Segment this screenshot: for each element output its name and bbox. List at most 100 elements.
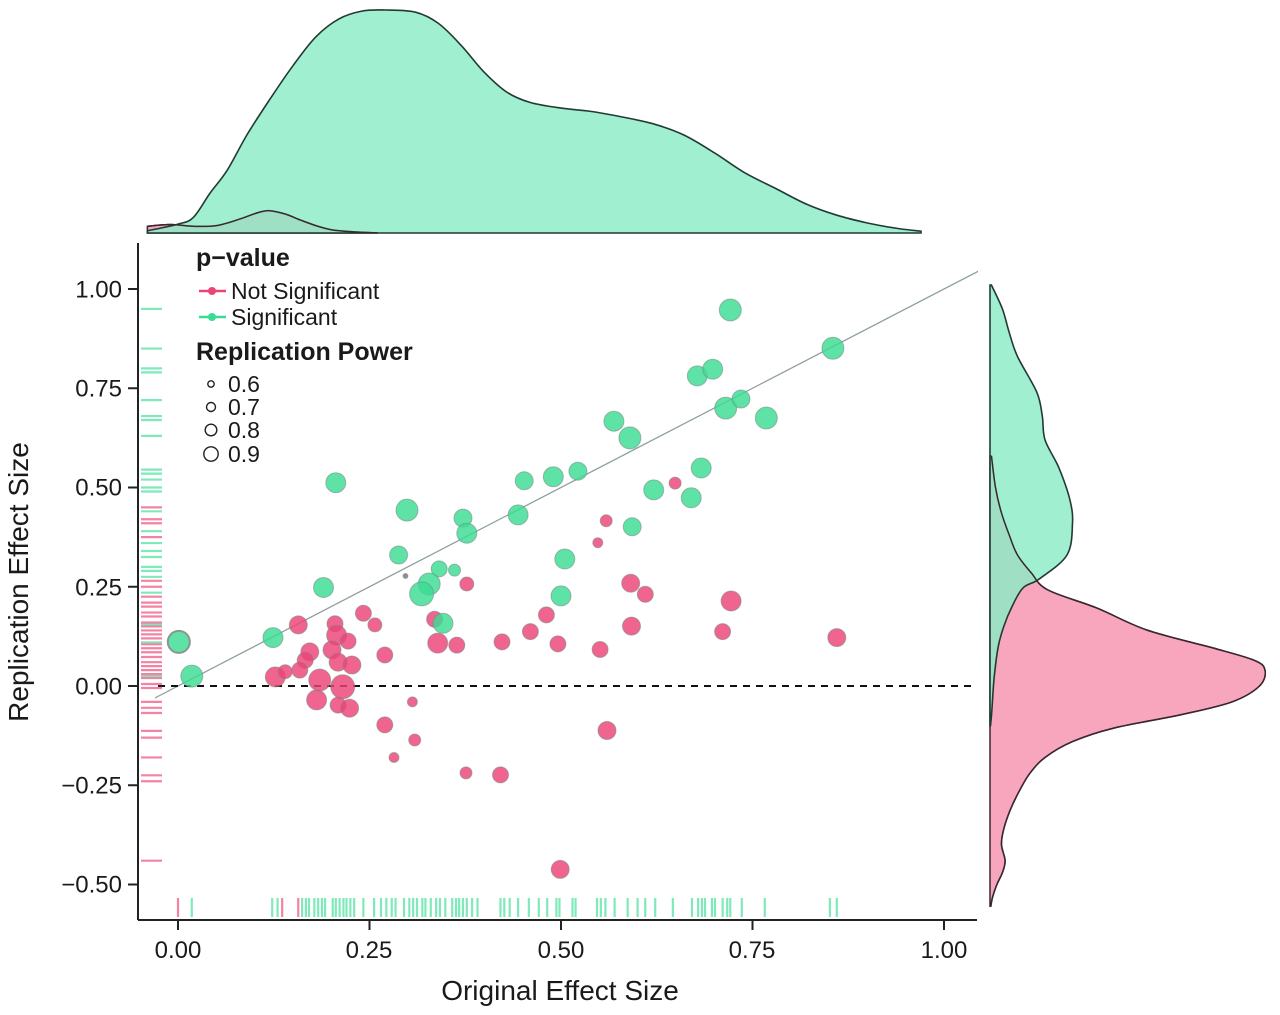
data-point: [432, 612, 454, 634]
y-tick-label: 0.50: [75, 474, 122, 501]
data-point: [448, 563, 461, 577]
data-point: [554, 548, 576, 570]
size-key-0.6-icon: [207, 380, 215, 388]
data-point: [376, 716, 394, 734]
data-point: [277, 664, 293, 680]
scatter-points: [166, 298, 847, 879]
data-point: [514, 471, 534, 491]
data-point: [427, 632, 449, 654]
data-point: [720, 590, 742, 612]
data-point: [542, 466, 564, 488]
y-tick-label: 0.00: [75, 673, 122, 700]
data-point: [618, 426, 642, 450]
data-point: [702, 358, 724, 380]
legend-size: Replication Power 0.6 0.7 0.8 0.9: [196, 338, 413, 467]
right-density-significant: [989, 284, 1074, 727]
data-point: [621, 573, 641, 593]
y-tick-label: −0.50: [61, 871, 122, 898]
data-point: [166, 629, 191, 654]
data-point: [408, 733, 422, 747]
x-tick-label: 0.00: [155, 937, 202, 964]
data-point: [456, 522, 478, 544]
data-point: [262, 627, 284, 649]
y-tick-label: 0.75: [75, 375, 122, 402]
data-point: [636, 585, 654, 603]
x-tick-label: 0.50: [538, 937, 585, 964]
x-tick-marks: [177, 920, 945, 930]
x-axis: 0.00 0.25 0.50 0.75 1.00 Original Effect…: [138, 919, 977, 1006]
y-axis-title: Replication Effect Size: [3, 442, 34, 722]
data-point: [550, 859, 570, 879]
data-point: [339, 632, 357, 650]
data-point: [367, 617, 383, 633]
data-point: [592, 537, 604, 549]
data-point: [731, 389, 751, 409]
data-point: [308, 668, 332, 692]
data-point: [622, 616, 641, 636]
data-point: [537, 606, 555, 624]
main-panel: [141, 270, 978, 917]
left-rug: [141, 307, 162, 862]
data-point: [690, 457, 712, 479]
data-point: [430, 560, 448, 578]
data-point: [325, 472, 347, 494]
data-point: [821, 336, 845, 360]
data-point: [549, 635, 567, 653]
data-point: [714, 396, 738, 420]
data-point: [342, 655, 362, 675]
size-key-0.8-icon: [204, 423, 218, 437]
legend-key-significant-icon: [199, 313, 226, 321]
data-point: [313, 577, 334, 598]
legend-size-title: Replication Power: [196, 338, 413, 366]
data-point: [521, 623, 539, 641]
bottom-rug: [176, 898, 838, 917]
data-point: [376, 646, 394, 664]
right-density-panel: [989, 284, 1267, 908]
x-tick-label: 1.00: [921, 937, 968, 964]
data-point: [714, 623, 732, 641]
data-point: [354, 604, 372, 622]
data-point: [754, 406, 778, 430]
legend-pvalue: p−value Not Significant Significant: [196, 244, 380, 330]
y-tick-marks: [128, 288, 138, 886]
data-point: [568, 461, 588, 481]
data-point: [680, 487, 702, 509]
x-axis-title: Original Effect Size: [441, 975, 679, 1006]
data-point: [291, 661, 309, 679]
legend-label-not-significant: Not Significant: [231, 278, 380, 304]
data-point: [306, 689, 328, 711]
data-point: [599, 514, 613, 528]
size-label-0.9: 0.9: [228, 441, 260, 467]
data-point: [507, 504, 529, 526]
data-point: [340, 698, 360, 718]
data-point: [389, 545, 409, 565]
data-point: [448, 636, 466, 654]
data-point: [406, 696, 418, 708]
data-point: [550, 585, 572, 607]
y-axis: 1.00 0.75 0.50 0.25 0.00 −0.25 −0.50 Rep…: [3, 243, 139, 920]
size-key-0.7-icon: [205, 401, 217, 413]
size-label-0.8: 0.8: [228, 417, 260, 443]
size-label-0.6: 0.6: [228, 371, 260, 397]
data-point: [492, 766, 509, 784]
legend-pvalue-title: p−value: [196, 244, 290, 272]
data-point: [330, 674, 356, 700]
top-density-significant: [146, 9, 922, 234]
data-point: [402, 573, 409, 579]
y-tick-label: −0.25: [61, 772, 122, 799]
data-point: [459, 766, 473, 780]
data-point: [622, 517, 642, 537]
right-density-not-significant-outline: [990, 455, 1267, 907]
data-point: [603, 410, 625, 432]
data-point: [718, 298, 742, 322]
data-point: [493, 633, 511, 651]
legend-label-significant: Significant: [231, 304, 338, 330]
data-point: [459, 576, 475, 592]
x-tick-label: 0.75: [729, 937, 776, 964]
data-point: [388, 752, 400, 763]
x-tick-label: 0.25: [346, 937, 393, 964]
y-tick-label: 0.25: [75, 574, 122, 601]
data-point: [668, 476, 682, 490]
